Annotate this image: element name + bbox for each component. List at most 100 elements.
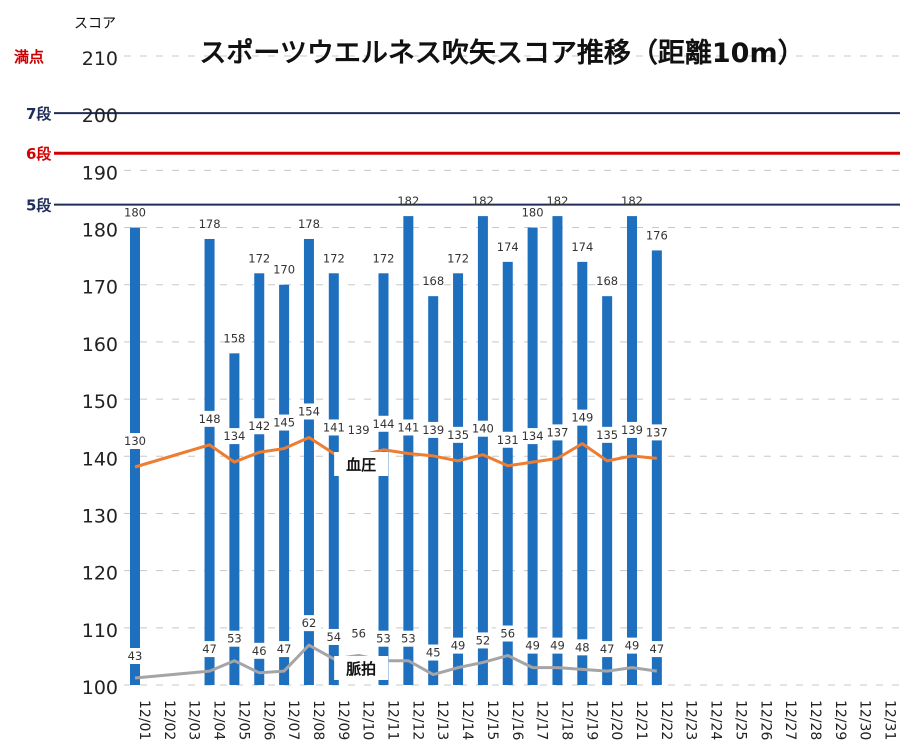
score-bar	[378, 273, 389, 685]
bar-value-label: 174	[497, 240, 519, 254]
line-value-label: 154	[298, 404, 320, 418]
line-label-bg	[495, 431, 520, 448]
line-label-bg	[396, 630, 421, 647]
x-tick-label: 12/15	[484, 700, 500, 740]
y-axis-title: スコア	[74, 16, 116, 32]
line-value-label: 137	[546, 425, 568, 439]
line-value-label: 135	[596, 428, 618, 442]
score-bar	[229, 353, 240, 685]
score-bar	[428, 296, 439, 685]
x-tick-label: 12/31	[882, 700, 898, 740]
line-label-bg	[421, 644, 446, 661]
line-value-label: 149	[571, 411, 593, 425]
x-tick-label: 12/14	[459, 700, 475, 740]
line-value-label: 46	[252, 644, 267, 658]
line-label-bg	[222, 630, 247, 647]
line-label-bg	[620, 421, 644, 438]
reference-label: 5段	[26, 197, 51, 215]
score-bar	[552, 216, 563, 686]
line-label-bg	[346, 421, 371, 438]
bar-value-label: 178	[298, 217, 320, 231]
y-tick-label: 210	[82, 48, 118, 70]
y-tick-label: 130	[82, 505, 118, 527]
series-name-bg	[334, 656, 389, 680]
line-label-bg	[321, 419, 346, 436]
line-value-label: 52	[476, 633, 491, 647]
bar-value-label: 172	[323, 251, 345, 265]
line-value-label: 62	[302, 616, 317, 630]
y-tick-label: 120	[82, 563, 118, 585]
x-tick-label: 12/12	[409, 700, 425, 740]
series-line	[134, 435, 657, 469]
axis-labels: 100 110 120 130 140 150 160 170 180 190 200 210 12/0…	[82, 48, 898, 740]
line-label-bg	[296, 615, 321, 632]
x-tick-label: 12/26	[757, 700, 773, 740]
y-tick-label: 190	[82, 162, 118, 184]
line-label-bg	[247, 642, 272, 659]
reference-label: 満点	[14, 48, 44, 66]
y-tick-label: 100	[82, 677, 118, 699]
score-bar	[279, 284, 290, 685]
line-label-bg	[197, 641, 222, 658]
line-label-bg	[296, 403, 321, 420]
line-value-label: 49	[451, 639, 466, 653]
line-label-bg	[470, 420, 495, 437]
line-label-bg	[595, 641, 620, 658]
line-value-label: 130	[124, 434, 146, 448]
y-tick-label: 140	[82, 448, 118, 470]
line-label-bg	[495, 625, 520, 642]
line-label-bg	[197, 410, 222, 427]
bar-value-label: 182	[546, 194, 568, 208]
x-tick-label: 12/25	[732, 700, 748, 740]
line-value-label: 148	[199, 412, 221, 426]
line-value-label: 141	[397, 420, 419, 434]
line-label-bg	[272, 414, 297, 431]
score-bar	[204, 238, 215, 685]
line-value-label: 145	[273, 416, 295, 430]
y-tick-label: 180	[82, 220, 118, 242]
score-bar	[303, 238, 314, 685]
x-tick-label: 12/27	[782, 700, 798, 740]
bar-value-label: 172	[373, 251, 395, 265]
line-label-bg	[644, 424, 669, 441]
score-bar	[403, 216, 414, 686]
line-label-bg	[371, 630, 396, 647]
score-bar	[627, 216, 637, 686]
x-tick-label: 12/16	[509, 700, 525, 740]
series-name-label: 血圧	[346, 456, 376, 474]
line-label-bg	[545, 637, 570, 654]
reference-lines: 満点 7段 6段 5段	[14, 48, 900, 215]
line-label-bg	[620, 637, 644, 654]
line-value-label: 134	[223, 429, 245, 443]
line-label-bg	[545, 424, 570, 441]
bar-value-label: 168	[422, 274, 444, 288]
line-value-label: 47	[277, 642, 292, 656]
bar-value-label: 178	[199, 217, 221, 231]
x-tick-label: 12/03	[186, 700, 202, 740]
score-bar	[602, 296, 613, 685]
x-tick-label: 12/01	[136, 700, 152, 740]
y-tick-label: 110	[82, 620, 118, 642]
line-value-label: 144	[373, 417, 395, 431]
line-value-label: 140	[472, 422, 494, 436]
line-value-label: 53	[227, 632, 242, 646]
line-label-bg	[371, 415, 396, 432]
line-value-label: 54	[326, 630, 341, 644]
x-tick-label: 12/23	[683, 700, 699, 740]
bar-value-label: 182	[397, 194, 419, 208]
line-value-label: 47	[650, 642, 665, 656]
reference-label: 7段	[26, 105, 51, 123]
x-tick-label: 12/09	[335, 700, 351, 740]
x-tick-label: 12/04	[211, 700, 227, 740]
x-tick-label: 12/11	[385, 700, 401, 740]
line-label-bg	[446, 426, 471, 443]
bars	[130, 216, 662, 686]
line-label-bg	[520, 637, 545, 654]
reference-label: 6段	[26, 145, 51, 163]
line-value-label: 53	[376, 632, 391, 646]
x-tick-label: 12/10	[360, 700, 376, 740]
score-bar	[651, 250, 662, 685]
line-value-label: 47	[202, 642, 217, 656]
x-tick-label: 12/02	[161, 700, 177, 740]
series-line	[134, 643, 658, 680]
